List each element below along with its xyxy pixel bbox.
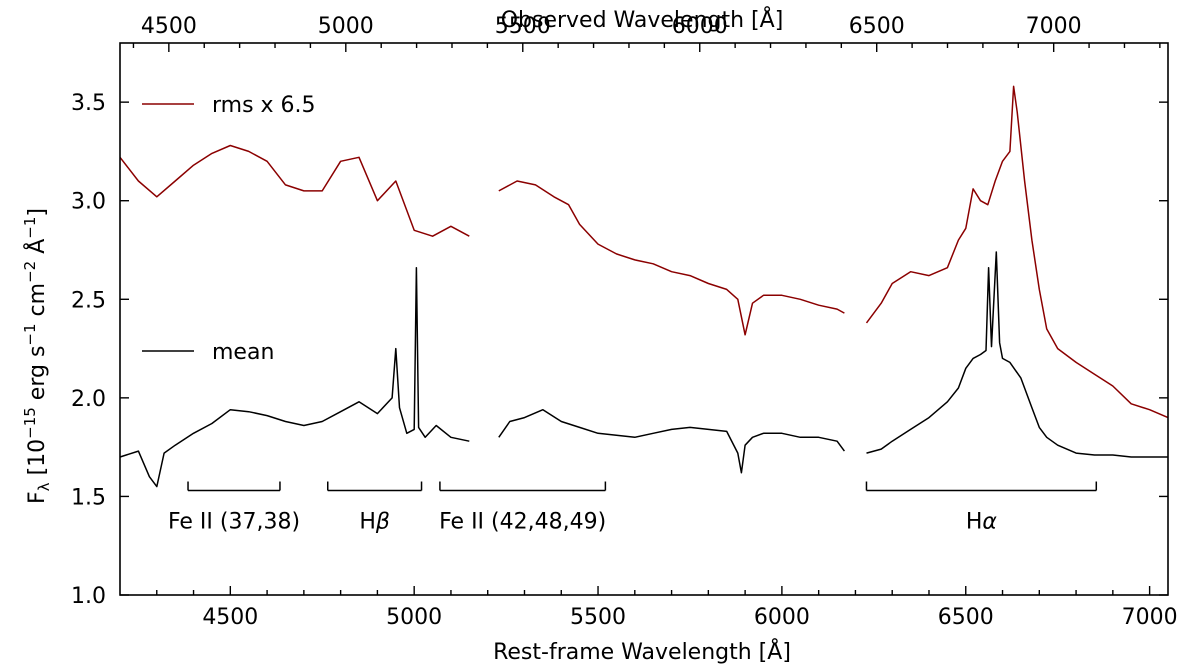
mean-spectrum-segment bbox=[119, 266, 470, 488]
annotation-layer: Fe II (37,38) Hβ Fe II (42,48,49) Hα bbox=[168, 481, 1098, 535]
annotation-label-text: H bbox=[359, 510, 376, 535]
y-title-bracket-open: [10 bbox=[25, 439, 50, 483]
y-title-exp1: −1 bbox=[21, 323, 39, 345]
x-tick-label: 5000 bbox=[386, 605, 442, 630]
top-axis-title: Observed Wavelength [Å] bbox=[501, 6, 784, 33]
y-title-angstrom: Å bbox=[23, 239, 50, 261]
x-tick-label: 7000 bbox=[1122, 605, 1178, 630]
legend-label-mean: mean bbox=[212, 340, 274, 365]
x2-tick-label: 4500 bbox=[141, 14, 197, 39]
rms-spectrum-segment bbox=[865, 85, 1169, 419]
annotation-bracket: Fe II (37,38) bbox=[168, 481, 300, 535]
x-axis-title: Rest-frame Wavelength [Å] bbox=[493, 638, 791, 665]
mean-spectrum-segment bbox=[498, 408, 846, 474]
plot-frame bbox=[119, 42, 1169, 596]
mean-spectrum-segment bbox=[866, 251, 1168, 458]
y-tick-label: 2.5 bbox=[71, 288, 106, 313]
rms-spectrum-segment bbox=[498, 180, 845, 336]
y-axis-title: Fλ [10−15 erg s−1 cm−2 Å−1] bbox=[21, 208, 53, 504]
annotation-label-greek: α bbox=[982, 510, 997, 535]
y-title-expm1: −1 bbox=[21, 217, 39, 239]
legend: rms x 6.5 mean bbox=[142, 93, 316, 365]
legend-label-rms: rms x 6.5 bbox=[212, 93, 316, 118]
annotation-label-text: Fe II (37,38) bbox=[168, 510, 300, 535]
x2-tick-label: 5500 bbox=[495, 14, 551, 39]
annotation-label: Hα bbox=[966, 510, 998, 535]
y-tick-label: 1.0 bbox=[71, 584, 106, 609]
y-tick-label: 1.5 bbox=[71, 485, 106, 510]
x-tick-label: 6000 bbox=[754, 605, 810, 630]
y-title-erg-s: erg s bbox=[25, 346, 50, 408]
x2-tick-label: 6500 bbox=[849, 14, 905, 39]
y-title-bracket-close: ] bbox=[25, 208, 50, 217]
annotation-label: Hβ bbox=[359, 510, 390, 535]
rms-spectrum-segment bbox=[119, 144, 470, 237]
annotation-label: Fe II (37,38) bbox=[168, 510, 300, 535]
annotation-label-greek: β bbox=[375, 510, 390, 535]
x-tick-label: 5500 bbox=[570, 605, 626, 630]
data-layer bbox=[119, 85, 1169, 488]
annotation-bracket: Hβ bbox=[327, 481, 423, 535]
x-tick-label: 6500 bbox=[938, 605, 994, 630]
y-title-cm: cm bbox=[25, 283, 50, 324]
x2-tick-label: 5000 bbox=[318, 14, 374, 39]
annotation-bracket: Fe II (42,48,49) bbox=[439, 481, 606, 535]
y-title-f: F bbox=[25, 491, 50, 504]
y-tick-label: 3.5 bbox=[71, 91, 106, 116]
y-title-exp15: −15 bbox=[21, 407, 39, 439]
y-title-lambda: λ bbox=[35, 482, 53, 491]
annotation-label: Fe II (42,48,49) bbox=[439, 510, 606, 535]
x-tick-label: 4500 bbox=[202, 605, 258, 630]
ticks-layer: 4500 5000 5500 6000 6500 7000 4500 5000 5500 6000… bbox=[71, 14, 1178, 630]
y-tick-label: 3.0 bbox=[71, 190, 106, 215]
y-title-exp2: −2 bbox=[21, 261, 39, 283]
x2-tick-label: 6000 bbox=[672, 14, 728, 39]
annotation-label-text: H bbox=[966, 510, 983, 535]
annotation-label-text: Fe II (42,48,49) bbox=[439, 510, 606, 535]
y-tick-label: 2.0 bbox=[71, 387, 106, 412]
annotation-bracket: Hα bbox=[865, 481, 1098, 535]
x2-tick-label: 7000 bbox=[1026, 14, 1082, 39]
